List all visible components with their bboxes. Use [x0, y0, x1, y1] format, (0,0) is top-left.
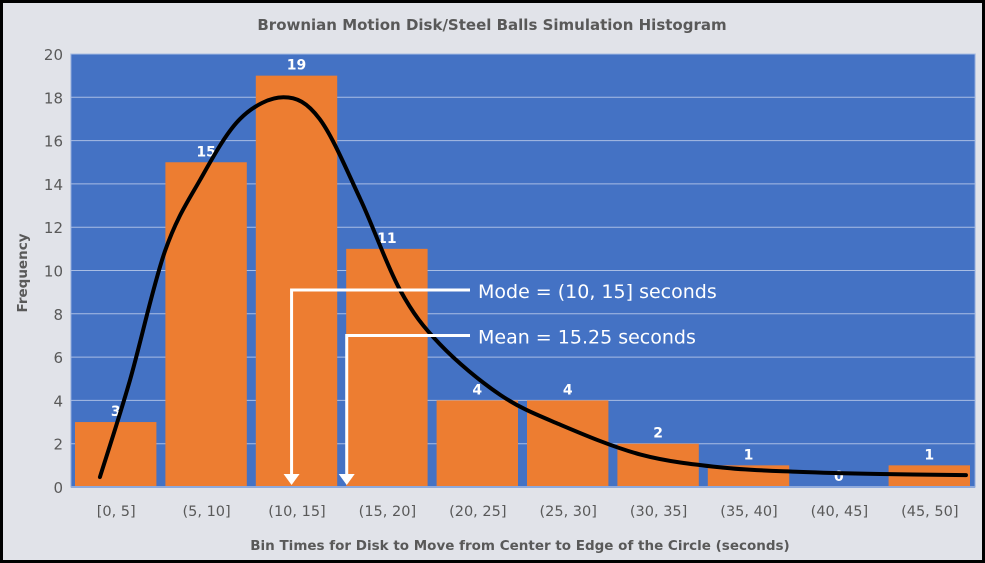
mode-annotation: Mode = (10, 15] seconds: [478, 281, 717, 303]
y-tick-label: 2: [53, 436, 63, 454]
y-tick-label: 12: [44, 219, 63, 237]
bar: [255, 75, 338, 488]
y-tick-label: 14: [44, 176, 63, 194]
arrow-head-icon: [283, 474, 300, 485]
x-tick-label: (30, 35]: [630, 504, 687, 520]
y-tick-label: 4: [53, 392, 63, 410]
x-tick-label: (25, 30]: [539, 504, 596, 520]
data-label: 2: [653, 426, 663, 442]
x-tick-label: (15, 20]: [359, 504, 416, 520]
x-tick-label: [0, 5]: [97, 504, 136, 520]
data-label: 19: [287, 58, 306, 74]
data-label: 4: [472, 382, 482, 398]
data-label: 1: [744, 447, 754, 463]
bar: [436, 400, 518, 487]
data-label: 15: [196, 144, 215, 160]
chart-frame: Brownian Motion Disk/Steel Balls Simulat…: [3, 3, 982, 560]
data-label: 11: [377, 231, 396, 247]
annotation-arrow-line: [290, 288, 470, 475]
chart-title: Brownian Motion Disk/Steel Balls Simulat…: [257, 16, 726, 34]
data-label: 3: [111, 404, 121, 420]
mean-annotation: Mean = 15.25 seconds: [478, 326, 696, 348]
y-axis-label: Frequency: [15, 233, 31, 312]
y-tick-label: 10: [44, 263, 63, 281]
histogram-chart: Brownian Motion Disk/Steel Balls Simulat…: [15, 16, 976, 554]
x-axis-label: Bin Times for Disk to Move from Center t…: [250, 538, 789, 554]
x-tick-label: (5, 10]: [182, 504, 230, 520]
y-tick-label: 16: [44, 133, 63, 151]
annotation-arrow-line: [345, 333, 470, 475]
x-tick-label: (10, 15]: [268, 504, 325, 520]
data-label: 0: [834, 469, 844, 485]
data-label: 4: [563, 382, 573, 398]
x-tick-label: (35, 40]: [720, 504, 777, 520]
x-tick-label: (20, 25]: [449, 504, 506, 520]
bar: [527, 400, 609, 487]
data-label: 1: [924, 447, 934, 463]
x-tick-label: (45, 50]: [901, 504, 958, 520]
bar: [346, 248, 428, 487]
y-tick-label: 20: [44, 46, 63, 64]
y-tick-label: 8: [53, 306, 63, 324]
bar: [165, 162, 247, 487]
arrow-head-icon: [338, 474, 355, 485]
y-tick-label: 18: [44, 89, 63, 107]
x-tick-label: (40, 45]: [811, 504, 868, 520]
y-tick-label: 0: [53, 479, 63, 497]
y-tick-label: 6: [53, 349, 63, 367]
